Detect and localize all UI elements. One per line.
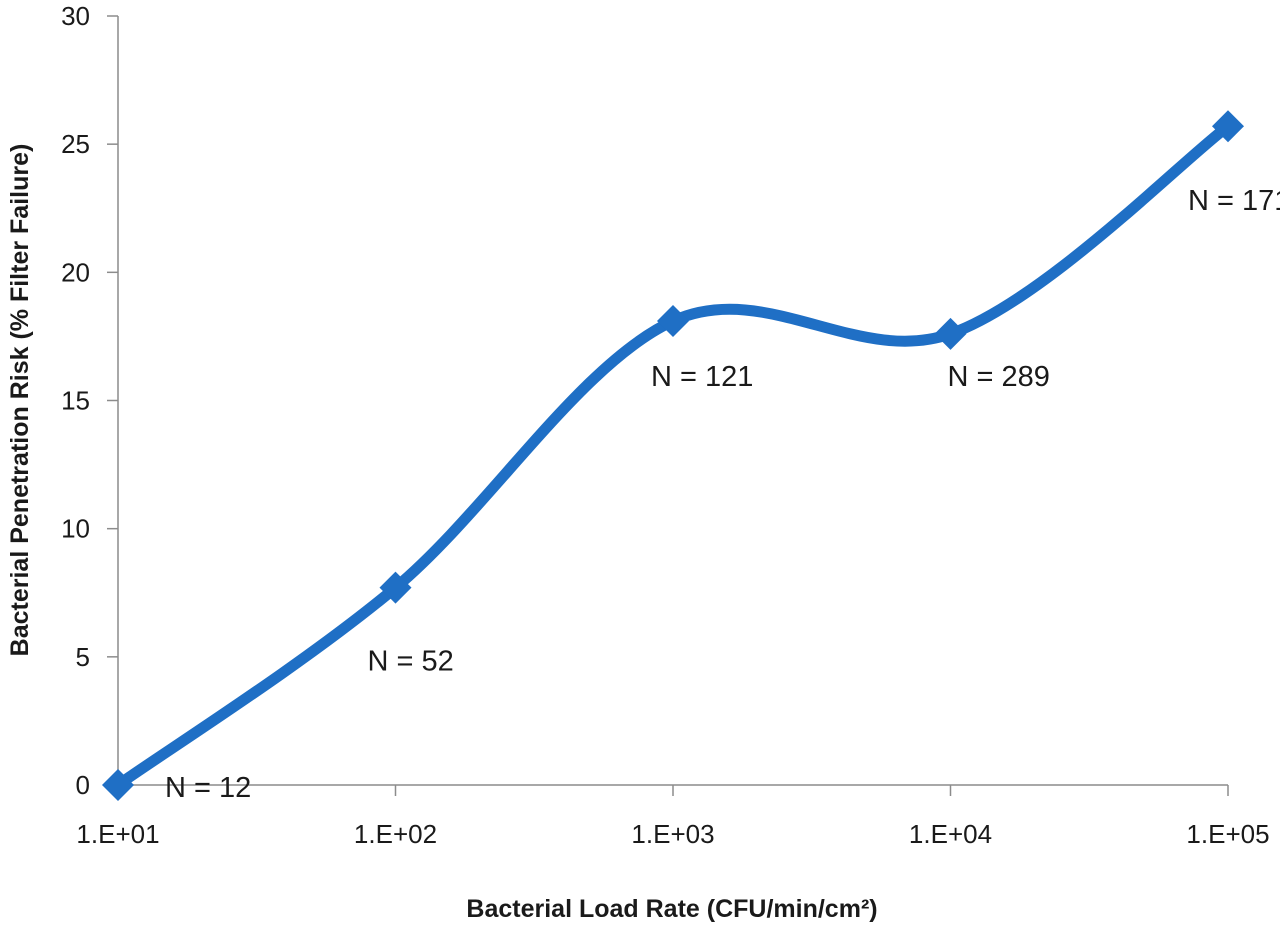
- y-tick-label: 25: [61, 129, 90, 159]
- x-tick-label: 1.E+02: [354, 819, 437, 849]
- series-markers: [102, 110, 1244, 801]
- y-tick-label: 15: [61, 386, 90, 416]
- point-annotation: N = 52: [368, 646, 454, 678]
- x-tick-label: 1.E+04: [909, 819, 992, 849]
- series-line: [112, 120, 1234, 791]
- x-tick-label: 1.E+03: [631, 819, 714, 849]
- data-point-marker: [379, 571, 412, 604]
- point-annotation: N = 171: [1188, 185, 1280, 217]
- y-tick-label: 20: [61, 257, 90, 287]
- x-axis-ticks: 1.E+01 1.E+02 1.E+03 1.E+04 1.E+05: [76, 785, 1270, 849]
- y-tick-label: 30: [61, 1, 90, 31]
- y-tick-label: 10: [61, 514, 90, 544]
- data-point-marker: [934, 317, 967, 350]
- point-annotations: N = 12 N = 52 N = 121 N = 289 N = 171: [165, 185, 1280, 804]
- x-tick-label: 1.E+05: [1186, 819, 1269, 849]
- x-tick-label: 1.E+01: [76, 819, 159, 849]
- data-point-marker: [1212, 110, 1244, 143]
- data-point-marker: [657, 305, 689, 338]
- point-annotation: N = 121: [651, 361, 753, 393]
- y-tick-label: 5: [76, 642, 90, 672]
- point-annotation: N = 289: [948, 361, 1050, 393]
- y-tick-label: 0: [76, 770, 90, 800]
- y-axis-title: Bacterial Penetration Risk (% Filter Fai…: [6, 144, 34, 657]
- data-point-marker: [102, 769, 134, 801]
- x-axis-title: Bacterial Load Rate (CFU/min/cm²): [466, 895, 877, 923]
- point-annotation: N = 12: [165, 772, 251, 804]
- y-axis-ticks: 0 5 10 15 20 25 30: [61, 1, 118, 800]
